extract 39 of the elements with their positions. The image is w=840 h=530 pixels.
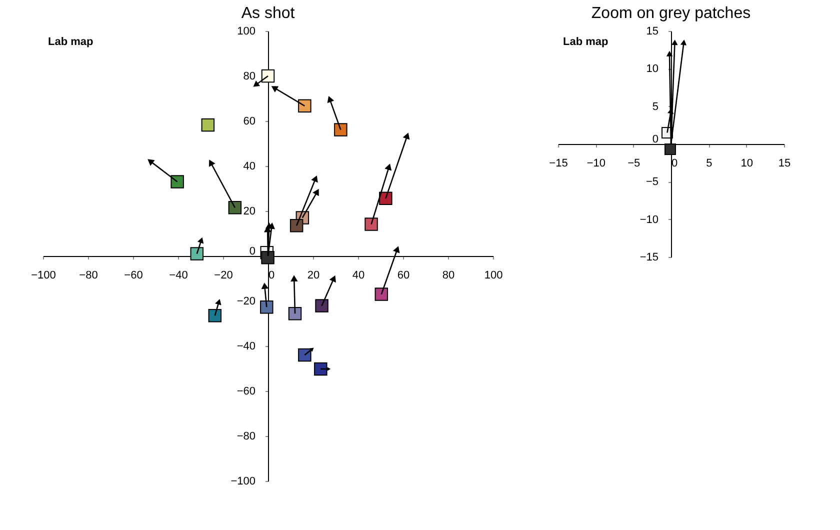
y-tick-label: 0 <box>249 246 256 258</box>
y-tick-label: 5 <box>652 100 658 113</box>
x-tick-label: −10 <box>586 158 606 170</box>
y-tick-label: −100 <box>230 476 256 488</box>
y-tick-label: −15 <box>640 252 658 264</box>
x-tick-label: 80 <box>442 270 455 282</box>
y-tick-label: −5 <box>646 176 658 188</box>
y-tick-label: 10 <box>646 63 658 76</box>
y-tick-label: 0 <box>652 134 658 146</box>
x-tick-label: −80 <box>79 270 98 282</box>
y-tick-label: −20 <box>236 296 256 308</box>
x-tick-label: −60 <box>124 270 143 282</box>
y-tick-label: −40 <box>236 340 256 352</box>
x-tick-label: 20 <box>307 270 320 282</box>
x-tick-label: −20 <box>214 270 233 282</box>
y-tick-label: 80 <box>243 70 256 82</box>
x-tick-label: −40 <box>169 270 188 282</box>
x-tick-label: 10 <box>740 158 753 170</box>
x-tick-label: 15 <box>778 158 791 170</box>
x-tick-label: 60 <box>397 270 410 282</box>
x-tick-label: −100 <box>31 270 56 282</box>
y-tick-label: 20 <box>243 206 256 218</box>
x-tick-label: 0 <box>268 270 275 282</box>
x-tick-label: 5 <box>706 158 712 170</box>
y-tick-label: 100 <box>237 26 256 38</box>
x-tick-label: 0 <box>672 158 678 170</box>
x-tick-label: 100 <box>484 270 503 282</box>
annotation: Lab map <box>48 36 94 48</box>
chart-title: Zoom on grey patches <box>591 5 751 22</box>
x-tick-label: 40 <box>352 270 365 282</box>
y-tick-label: −10 <box>640 214 658 226</box>
chart-title: As shot <box>241 5 296 22</box>
y-tick-label: 15 <box>646 26 658 38</box>
y-tick-label: −80 <box>236 430 256 442</box>
x-tick-label: −15 <box>549 158 568 170</box>
x-tick-label: −5 <box>628 158 640 170</box>
annotation: Lab map <box>563 36 609 48</box>
y-tick-label: 60 <box>243 116 256 128</box>
y-tick-label: −60 <box>236 386 256 398</box>
